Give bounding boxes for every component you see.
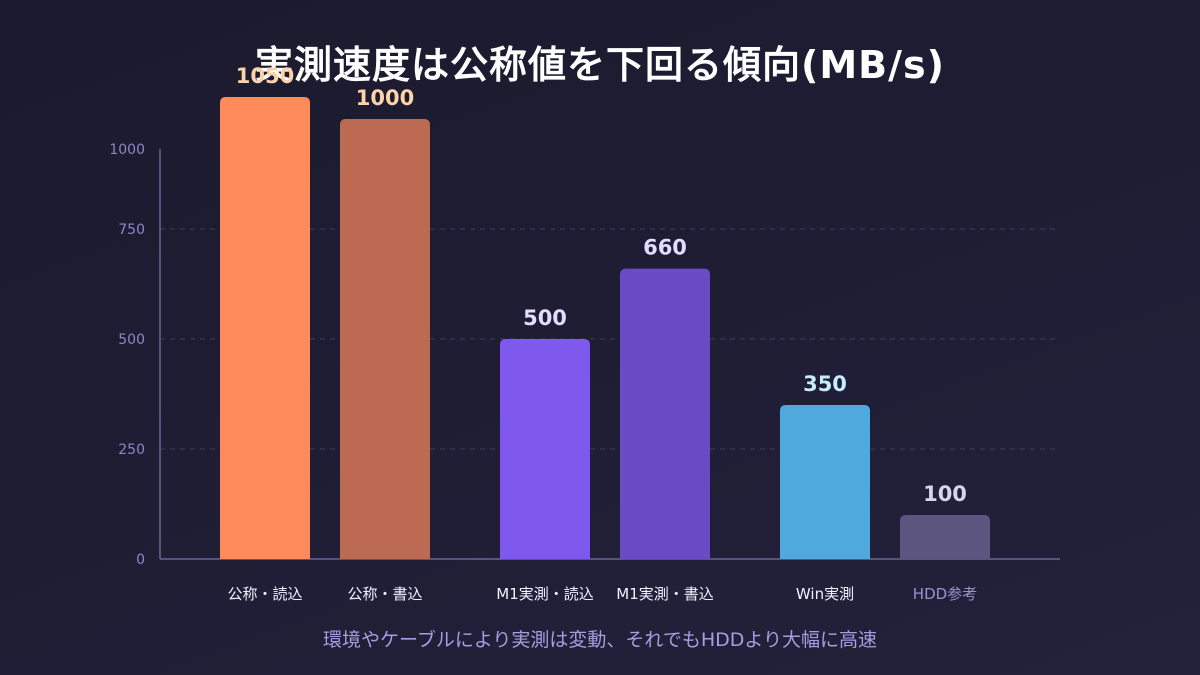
y-tick-label: 750	[118, 222, 145, 238]
data-label: 100	[923, 482, 967, 506]
bars	[220, 97, 990, 559]
bar	[220, 97, 310, 559]
chart-caption: 環境やケーブルにより実測は変動、それでもHDDより大幅に高速	[322, 629, 878, 651]
x-tick-label: Win実測	[796, 585, 854, 603]
labels: 1050 公称・読込 1000 公称・書込 500 M1実測・読込 660 M1実測・書込 35…	[227, 64, 977, 603]
data-label: 1000	[356, 86, 414, 110]
x-tick-label: M1実測・書込	[616, 585, 714, 603]
x-tick-label: HDD参考	[913, 585, 977, 603]
chart-title: 実測速度は公称値を下回る傾向(MB/s)	[254, 43, 945, 87]
y-tick-label: 250	[118, 442, 145, 458]
data-label: 1050	[236, 64, 294, 88]
bar	[340, 119, 430, 559]
data-label: 350	[803, 372, 847, 396]
bar	[900, 515, 990, 559]
data-label: 500	[523, 306, 567, 330]
y-tick-label: 1000	[109, 142, 145, 158]
data-label: 660	[643, 236, 687, 260]
bar	[500, 339, 590, 559]
y-tick-label: 0	[136, 552, 145, 568]
x-tick-label: 公称・書込	[347, 585, 422, 603]
x-tick-label: M1実測・読込	[496, 585, 594, 603]
x-tick-label: 公称・読込	[227, 585, 302, 603]
bar	[780, 405, 870, 559]
y-tick-label: 500	[118, 332, 145, 348]
bar	[620, 268, 710, 559]
